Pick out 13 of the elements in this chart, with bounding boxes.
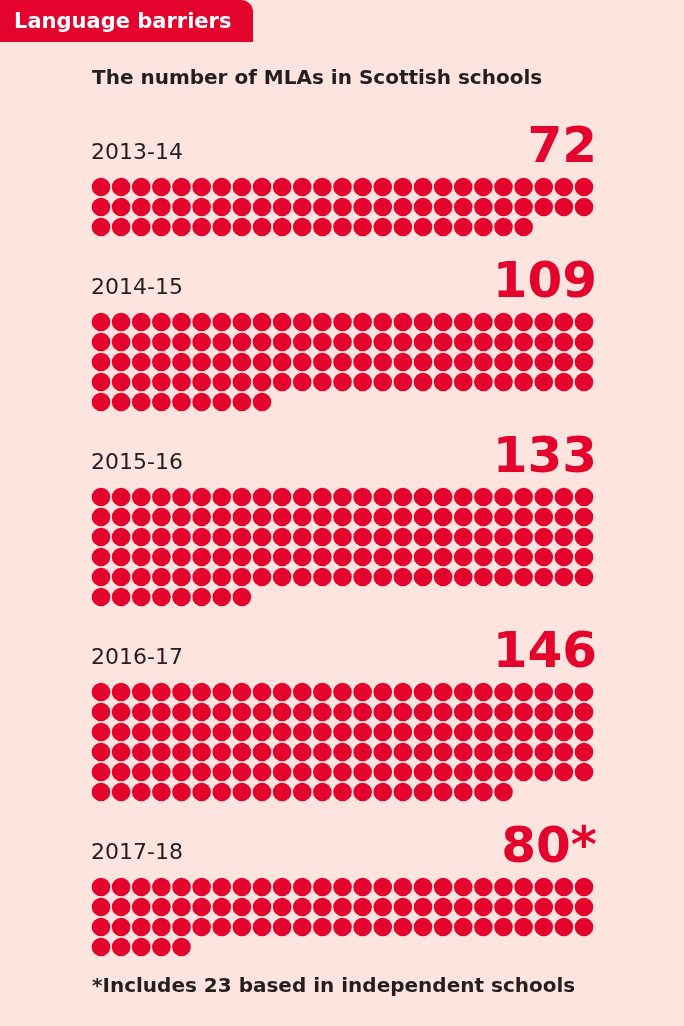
- category-label: 2015-16: [91, 448, 183, 474]
- data-label: 133: [492, 426, 597, 484]
- category-label: 2017-18: [91, 838, 183, 864]
- category-label: 2016-17: [91, 643, 183, 669]
- text: The number of MLAs in Scottish schools: [92, 64, 543, 91]
- data-label: 146: [492, 621, 597, 679]
- data-label: 80*: [501, 816, 597, 874]
- text: Language barriers: [0, 0, 254, 42]
- data-label: 109: [492, 251, 597, 309]
- category-label: 2014-15: [91, 273, 183, 299]
- data-label: 72: [527, 116, 597, 174]
- text: *Includes 23 based in independent schools: [92, 972, 576, 999]
- category-label: 2013-14: [91, 138, 183, 164]
